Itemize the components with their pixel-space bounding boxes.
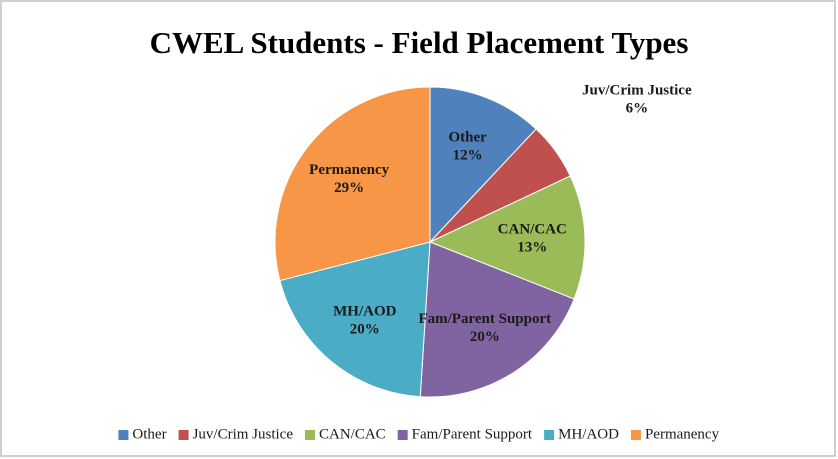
legend-label: MH/AOD <box>558 426 619 442</box>
data-label: CAN/CAC 13% <box>498 222 567 256</box>
data-label: Fam/Parent Support 20% <box>418 312 551 346</box>
pie-slice <box>419 241 575 398</box>
data-label-name: Permanency <box>309 162 389 178</box>
legend-label: Permanency <box>645 426 720 442</box>
data-label-value: 6% <box>626 101 649 117</box>
data-label: Permanency 29% <box>309 162 389 196</box>
data-label-value: 20% <box>470 330 500 346</box>
data-label-name: MH/AOD <box>333 304 396 320</box>
legend-swatch <box>304 430 315 440</box>
legend: Other Juv/Crim Justice CAN/CAC Fam/Parent S… <box>118 426 720 442</box>
data-label: MH/AOD 20% <box>333 304 396 338</box>
data-label-name: Juv/Crim Justice <box>582 83 692 99</box>
data-label-name: Other <box>448 130 487 146</box>
data-label: Juv/Crim Justice 6% <box>582 83 692 117</box>
data-label-value: 12% <box>453 148 483 164</box>
chart-title: CWEL Students - Field Placement Types <box>150 25 689 60</box>
data-label-value: 13% <box>517 240 547 256</box>
legend-swatch <box>544 430 555 440</box>
legend-swatch <box>118 430 129 440</box>
data-label-value: 20% <box>350 322 380 338</box>
legend-swatch <box>397 430 408 440</box>
pie-slice <box>428 175 586 300</box>
legend-label: Other <box>132 426 166 442</box>
legend-swatch <box>630 430 641 440</box>
data-label-name: Fam/Parent Support <box>418 312 551 328</box>
pie <box>274 86 586 398</box>
pie-slice <box>279 241 431 398</box>
data-label-value: 29% <box>334 180 364 196</box>
data-label: Other 12% <box>448 130 487 164</box>
pie-slice <box>274 86 431 282</box>
legend-swatch <box>178 430 189 440</box>
legend-label: Juv/Crim Justice <box>193 426 294 442</box>
legend-label: CAN/CAC <box>319 426 386 442</box>
data-label-name: CAN/CAC <box>498 222 567 238</box>
legend-label: Fam/Parent Support <box>412 426 533 442</box>
data-labels: Other 12% Juv/Crim Justice 6% CAN/CAC 13% Fam/… <box>309 83 692 345</box>
pie-slice <box>429 86 537 244</box>
